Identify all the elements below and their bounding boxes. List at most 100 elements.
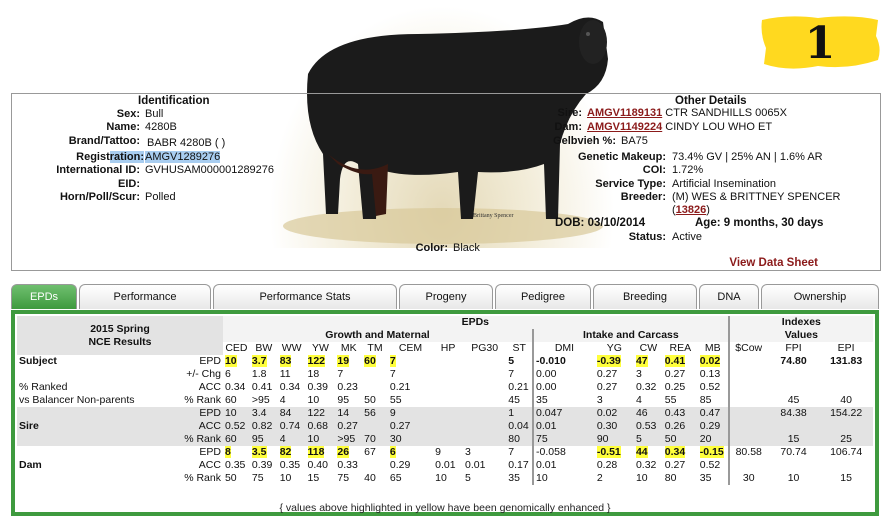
subject-ranked-label: % Ranked xyxy=(19,381,68,393)
photo-credit: Brittany Spencer xyxy=(473,213,514,219)
view-data-sheet-link[interactable]: View Data Sheet xyxy=(729,257,818,269)
tab-breeding[interactable]: Breeding xyxy=(593,284,697,309)
info-panel: Identification Sex: Bull Name: 4280B Bra… xyxy=(11,93,881,271)
indexes-header-line1: Indexes xyxy=(781,316,821,328)
breeder-id-link[interactable]: 13826 xyxy=(675,204,707,216)
row-label: % Rank xyxy=(184,472,221,484)
horn-value: Polled xyxy=(145,191,176,203)
tab-progeny[interactable]: Progeny xyxy=(399,284,493,309)
epd-value: 47 xyxy=(635,355,648,367)
tab-bar: EPDs Performance Performance Stats Proge… xyxy=(11,284,879,310)
status-label: Status: xyxy=(628,231,666,243)
coi-label: COI: xyxy=(642,164,666,176)
row-label: ACC xyxy=(198,459,221,471)
number-badge: 1 xyxy=(758,14,882,72)
dam-label: Dam xyxy=(19,459,42,471)
gelbvieh-value: BA75 xyxy=(621,135,648,147)
col-mk: MK xyxy=(340,342,357,354)
epd-value: 83 xyxy=(279,355,292,367)
row-label: ACC xyxy=(198,420,221,432)
epd-value: 10 xyxy=(224,355,237,367)
col-ced: CED xyxy=(225,342,248,354)
sire-label: Sire xyxy=(19,420,39,432)
registration-label: Registration: xyxy=(32,151,144,163)
service-value: Artificial Insemination xyxy=(672,178,776,190)
status-value: Active xyxy=(672,231,702,243)
epds-group-header: EPDs xyxy=(222,316,729,329)
col-yw: YW xyxy=(311,342,329,354)
col-pg30: PG30 xyxy=(471,342,499,354)
age: Age: 9 months, 30 days xyxy=(695,217,824,229)
index-value: 74.80 xyxy=(780,355,807,367)
genetic-label: Genetic Makeup: xyxy=(577,151,666,163)
bull-image: Brittany Spencer xyxy=(283,17,608,244)
epd-value: 0.41 xyxy=(664,355,686,367)
brand-label: Brand/Tattoo: xyxy=(68,135,140,147)
epd-panel: 2015 Spring NCE Results EPDs Indexes Value… xyxy=(11,310,879,516)
gelbvieh-label: Gelbvieh %: xyxy=(553,135,616,147)
col-bw: BW xyxy=(255,342,273,354)
epd-title: 2015 Spring NCE Results xyxy=(17,316,223,355)
col-dmi: DMI xyxy=(532,342,595,355)
registration-label-part1: Regist xyxy=(76,151,110,163)
genomic-footer-note: { values above highlighted in yellow hav… xyxy=(279,502,611,514)
horn-label: Horn/Poll/Scur: xyxy=(59,191,140,203)
dam-label: Dam: xyxy=(554,121,582,133)
col-hp: HP xyxy=(440,342,456,354)
epd-value: 3.5 xyxy=(251,446,267,458)
col-fpi: FPI xyxy=(785,342,802,354)
epd-value: 7 xyxy=(389,355,396,367)
subject-label: Subject xyxy=(19,355,57,367)
tab-epds[interactable]: EPDs xyxy=(11,284,77,309)
col-cow: $Cow xyxy=(727,342,768,355)
breeder-value: (M) WES & BRITTNEY SPENCER xyxy=(672,191,841,203)
col-cw: CW xyxy=(639,342,658,354)
dam-id-link[interactable]: AMGV1149224 xyxy=(587,121,663,133)
breeder-id-close: ) xyxy=(706,204,710,216)
service-label: Service Type: xyxy=(595,178,666,190)
breeder-label: Breeder: xyxy=(620,191,666,203)
brand-value: BABR 4280B ( ) xyxy=(147,137,226,149)
epd-value: -0.010 xyxy=(532,355,595,368)
tab-performance[interactable]: Performance xyxy=(79,284,211,309)
badge-number: 1 xyxy=(804,18,836,69)
identification-title: Identification xyxy=(138,95,210,107)
epd-value: 118 xyxy=(307,446,325,458)
row-label: EPD xyxy=(199,407,221,419)
col-mb: MB xyxy=(704,342,721,354)
epd-value: -0.39 xyxy=(596,355,621,367)
color-label: Color: xyxy=(415,242,448,254)
eid-label: EID: xyxy=(118,178,140,190)
tab-ownership[interactable]: Ownership xyxy=(761,284,879,309)
sex-value: Bull xyxy=(145,108,164,120)
epd-value: 82 xyxy=(279,446,292,458)
growth-maternal-header: Growth and Maternal xyxy=(222,329,534,342)
epd-value: 60 xyxy=(364,355,376,367)
epd-title-line1: 2015 Spring xyxy=(90,322,150,335)
row-label: EPD xyxy=(199,355,221,367)
intl-id-label: International ID: xyxy=(56,164,140,176)
badge-shape xyxy=(761,16,880,69)
coi-value: 1.72% xyxy=(672,164,704,176)
epd-value: 26 xyxy=(337,446,350,458)
indexes-header: Indexes Values xyxy=(727,316,873,342)
genetic-value: 73.4% GV | 25% AN | 1.6% AR xyxy=(672,151,823,163)
col-rea: REA xyxy=(669,342,692,354)
col-cem: CEM xyxy=(398,342,423,354)
tab-performance-stats[interactable]: Performance Stats xyxy=(213,284,397,309)
breeder-id-open: ( xyxy=(672,204,676,216)
epd-value: -0.15 xyxy=(699,446,724,458)
tab-dna[interactable]: DNA xyxy=(699,284,759,309)
sire-id-link[interactable]: AMGV1189131 xyxy=(587,107,663,119)
tab-pedigree[interactable]: Pedigree xyxy=(495,284,591,309)
color-value: Black xyxy=(453,242,480,254)
sex-label: Sex: xyxy=(116,108,140,120)
other-details-title: Other Details xyxy=(675,95,747,107)
sire-name: CTR SANDHILLS 0065X xyxy=(665,107,787,119)
dam-name: CINDY LOU WHO ET xyxy=(665,121,773,133)
epd-value: 5 xyxy=(508,355,515,367)
epd-value: -0.51 xyxy=(596,446,621,458)
epd-value: 122 xyxy=(307,355,326,367)
registration-number[interactable]: AMGV1289276 xyxy=(145,151,221,163)
dob: DOB: 03/10/2014 xyxy=(555,217,646,229)
